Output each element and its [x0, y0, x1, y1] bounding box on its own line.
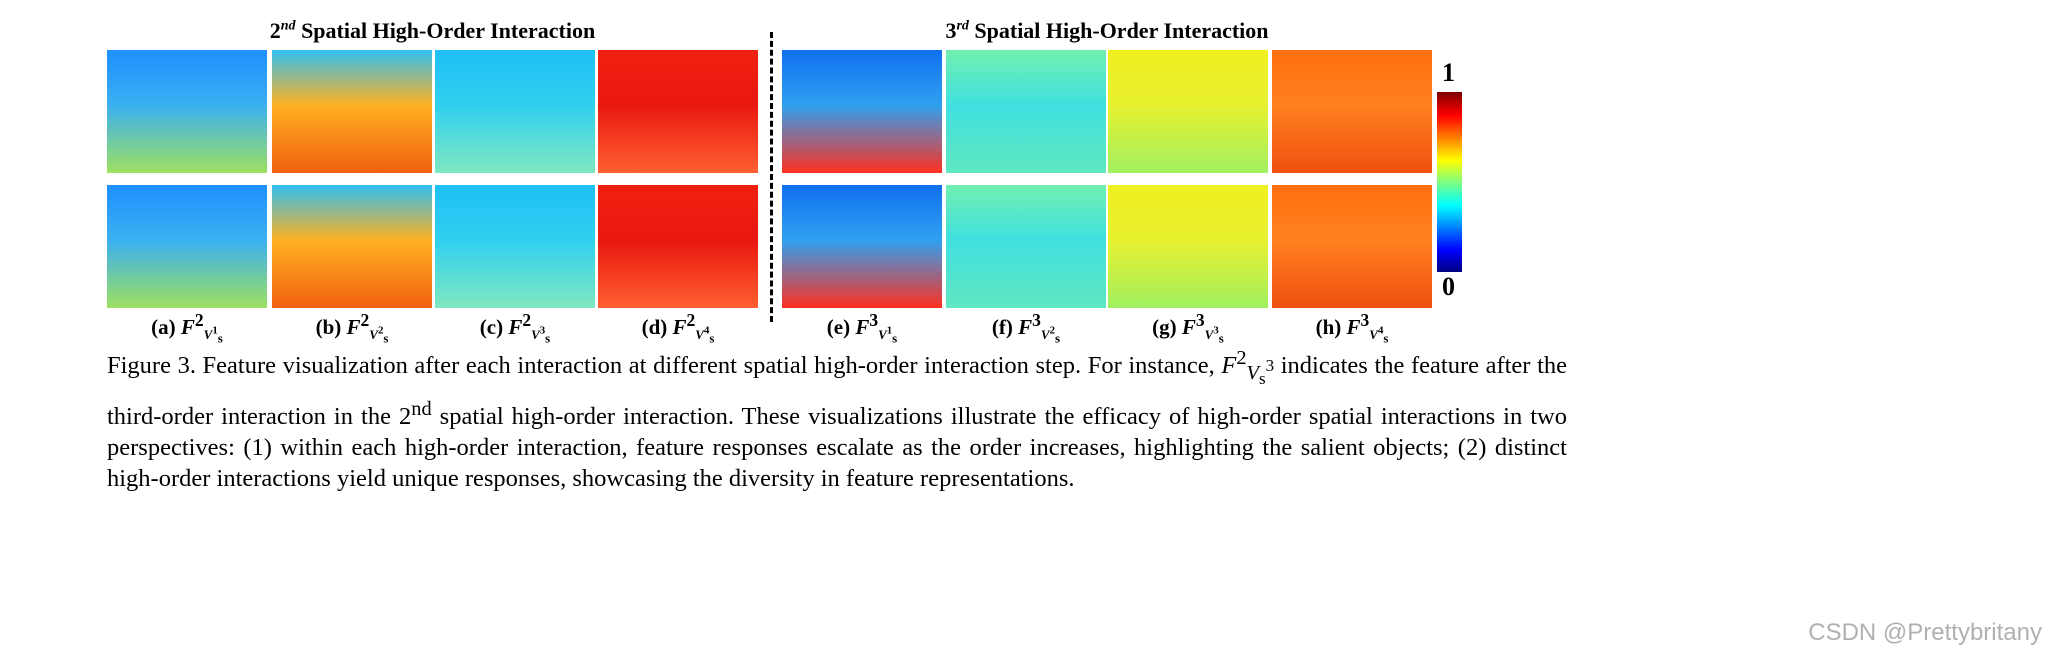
watermark: CSDN @Prettybritany — [1808, 619, 2042, 646]
panel-label: (d) F2V4s — [641, 310, 715, 346]
feature-map-d-row2 — [598, 185, 758, 308]
feature-map-h-row1 — [1272, 50, 1432, 173]
panel-label: (g) F3V3s — [1152, 310, 1224, 346]
panel-label: (h) F3V4s — [1315, 310, 1389, 346]
panel-label: (a) F2V1s — [151, 310, 223, 346]
feature-map-e-row2 — [782, 185, 942, 308]
header-2nd: 2nd Spatial High-Order Interaction — [269, 18, 596, 43]
feature-map-c-row1 — [435, 50, 595, 173]
panel-label: (f) F3V2s — [991, 310, 1061, 346]
feature-map-c-row2 — [435, 185, 595, 308]
feature-map-g-row2 — [1108, 185, 1268, 308]
panel-label: (e) F3V1s — [826, 310, 898, 346]
feature-map-f-row2 — [946, 185, 1106, 308]
feature-map-b-row1 — [272, 50, 432, 173]
feature-map-g-row1 — [1108, 50, 1268, 173]
feature-map-f-row1 — [946, 50, 1106, 173]
feature-map-a-row2 — [107, 185, 267, 308]
feature-map-e-row1 — [782, 50, 942, 173]
feature-map-h-row2 — [1272, 185, 1432, 308]
feature-map-b-row2 — [272, 185, 432, 308]
header-3rd: 3rd Spatial High-Order Interaction — [945, 18, 1269, 43]
colorbar-min: 0 — [1442, 272, 1455, 301]
dashed-divider — [770, 32, 773, 322]
feature-map-a-row1 — [107, 50, 267, 173]
figure-caption: Figure 3. Feature visualization after ea… — [107, 347, 1568, 493]
colorbar-max: 1 — [1442, 58, 1455, 87]
colorbar — [1437, 92, 1462, 272]
panel-label: (b) F2V2s — [315, 310, 389, 346]
feature-map-d-row1 — [598, 50, 758, 173]
panel-label: (c) F2V3s — [479, 310, 551, 346]
